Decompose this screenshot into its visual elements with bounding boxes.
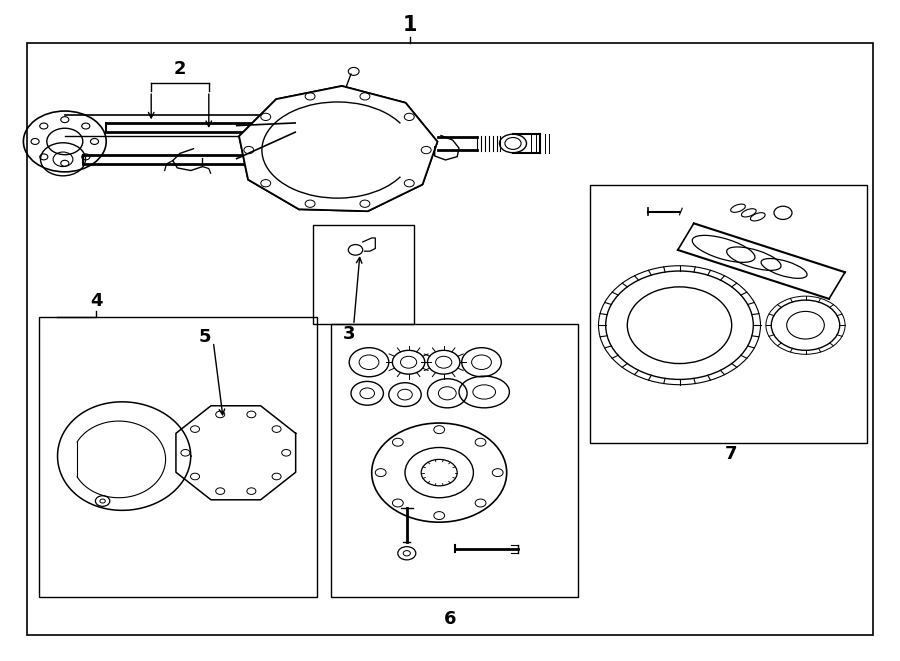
Polygon shape — [239, 86, 437, 212]
Text: 6: 6 — [444, 610, 456, 629]
Text: 7: 7 — [724, 445, 737, 463]
Text: 4: 4 — [90, 292, 103, 310]
Text: 5: 5 — [199, 328, 212, 346]
Text: 2: 2 — [174, 60, 186, 79]
Text: 3: 3 — [343, 325, 356, 343]
Text: 1: 1 — [402, 15, 417, 35]
